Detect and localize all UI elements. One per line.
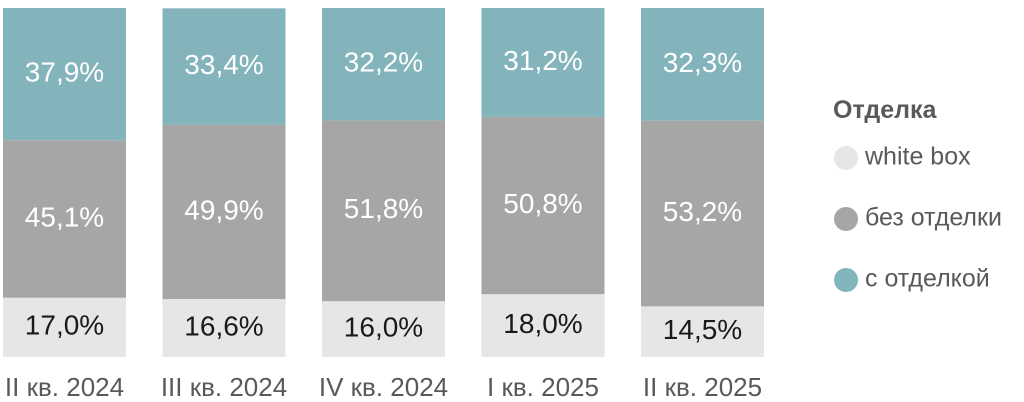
category-label-4: I кв. 2025 (487, 372, 599, 402)
data-label-2-1: 16,6% (184, 310, 263, 341)
legend-marker-3 (834, 268, 858, 292)
data-label-2-3: 33,4% (184, 49, 263, 80)
data-label-4-3: 31,2% (503, 45, 582, 76)
bar-segment-3-3 (322, 8, 445, 121)
category-label-2: III кв. 2024 (161, 372, 287, 402)
data-label-1-2: 45,1% (25, 201, 104, 232)
bar-segment-5-3 (641, 8, 764, 121)
bar-segment-2-1 (162, 299, 286, 357)
data-label-5-2: 53,2% (663, 196, 742, 227)
data-label-1-1: 17,0% (25, 310, 104, 341)
data-label-5-3: 32,3% (663, 47, 742, 78)
bar-segment-5-2 (641, 120, 764, 307)
data-label-5-1: 14,5% (663, 314, 742, 345)
category-label-3: IV кв. 2024 (319, 372, 448, 402)
bar-segment-4-2 (481, 116, 605, 295)
category-label-5: II кв. 2025 (643, 372, 762, 402)
bar-segment-2-2 (162, 124, 286, 300)
data-label-3-1: 16,0% (344, 311, 423, 342)
legend: Отделка white box без отделки с отделкой (833, 96, 1002, 293)
data-label-3-2: 51,8% (344, 193, 423, 224)
bar-segment-1-1 (3, 297, 126, 357)
legend-marker-1 (834, 146, 858, 170)
bar-segment-3-1 (322, 301, 445, 357)
category-label-1: II кв. 2024 (5, 372, 124, 402)
category-axis: II кв. 2024 III кв. 2024 IV кв. 2024 I кв. … (5, 372, 762, 402)
data-label-4-1: 18,0% (503, 308, 582, 339)
legend-label-1: white box (864, 143, 971, 171)
legend-label-3: с отделкой (865, 265, 990, 293)
bars-layer (3, 8, 764, 357)
data-label-1-3: 37,9% (25, 56, 104, 87)
legend-items: white box без отделки с отделкой (834, 143, 1002, 293)
bar-segment-5-1 (641, 306, 764, 357)
legend-title: Отделка (833, 96, 938, 124)
bar-segment-4-3 (481, 8, 605, 117)
data-label-4-2: 50,8% (503, 188, 582, 219)
bar-segment-1-3 (3, 8, 126, 141)
legend-label-2: без отделки (865, 204, 1002, 232)
legend-marker-2 (834, 207, 858, 231)
bar-segment-2-3 (162, 8, 286, 125)
data-label-3-3: 32,2% (344, 47, 423, 78)
bar-segment-3-2 (322, 120, 445, 302)
bar-segment-1-2 (3, 140, 126, 298)
data-labels-layer: 17,0% 45,1% 37,9% 16,6% 49,9% 33,4% 16,0% 51,8%… (25, 45, 742, 345)
bar-segment-4-1 (481, 294, 605, 357)
data-label-2-2: 49,9% (184, 194, 263, 225)
